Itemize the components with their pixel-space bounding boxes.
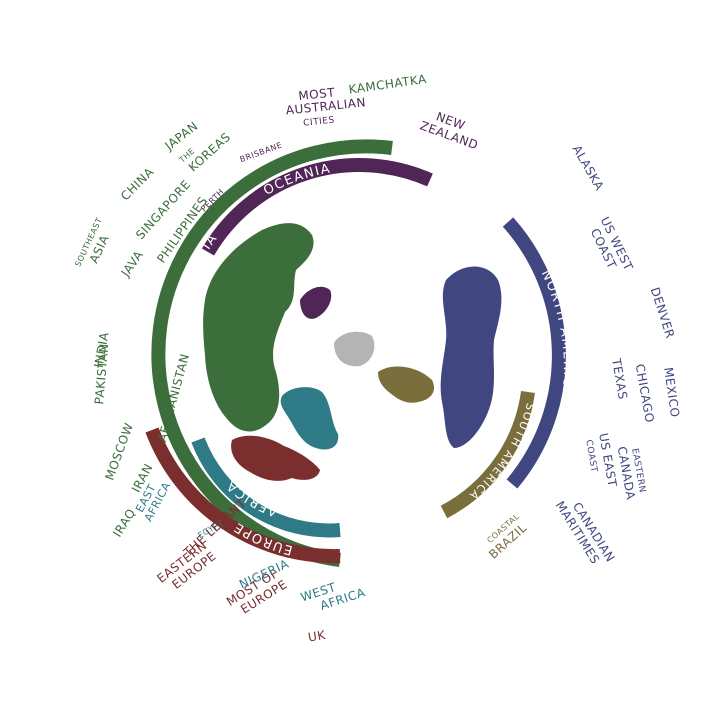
chicago-label: CHICAGO [633,363,657,424]
west-africa-label: WEST AFRICA [299,572,367,618]
coastal-brazil-label: COASTAL BRAZIL [474,502,535,562]
canadian-maritimes-label: CANADIAN MARITIMES [553,491,620,575]
region-arcs [145,139,566,567]
us-west-coast-label: US WEST COAST [585,215,638,283]
south-america-arc [440,390,535,519]
the-koreas-label: THE KOREAS [172,116,234,176]
java-label: JAVA [118,248,147,280]
africa-arc [191,437,341,538]
continent-map [203,223,502,481]
mexico-label: MEXICO [661,366,682,418]
oceania-arc [201,158,433,256]
pakistan-label: PAKISTAN [92,343,111,405]
europe-arc [145,427,341,564]
india-label: INDIA [92,331,112,369]
kamchatka-label: KAMCHATKA [348,72,428,97]
eastern-canada-label: EASTERN CANADA [615,442,656,502]
alaska-label: ALASKA [570,143,607,193]
europe-landmass [231,435,320,481]
asia-landmass [203,223,314,432]
asia-arc [151,139,393,567]
oceania-landmass [300,286,332,319]
north-america-arc [502,217,566,489]
southeast-asia-label: SOUTHEAST ASIA [66,208,120,275]
africa-landmass [280,387,339,450]
iraq-label: IRAQ [110,506,138,540]
texas-label: TEXAS [609,356,630,400]
antarctica-landmass [334,331,375,367]
north-america-landmass [440,266,502,448]
new-zealand-label: NEW ZEALAND [418,105,485,152]
south-america-landmass [378,366,435,403]
china-label: CHINA [118,165,157,204]
moscow-label: MOSCOW [102,421,136,482]
denver-label: DENVER [648,286,678,341]
uk-label: UK [307,628,327,645]
